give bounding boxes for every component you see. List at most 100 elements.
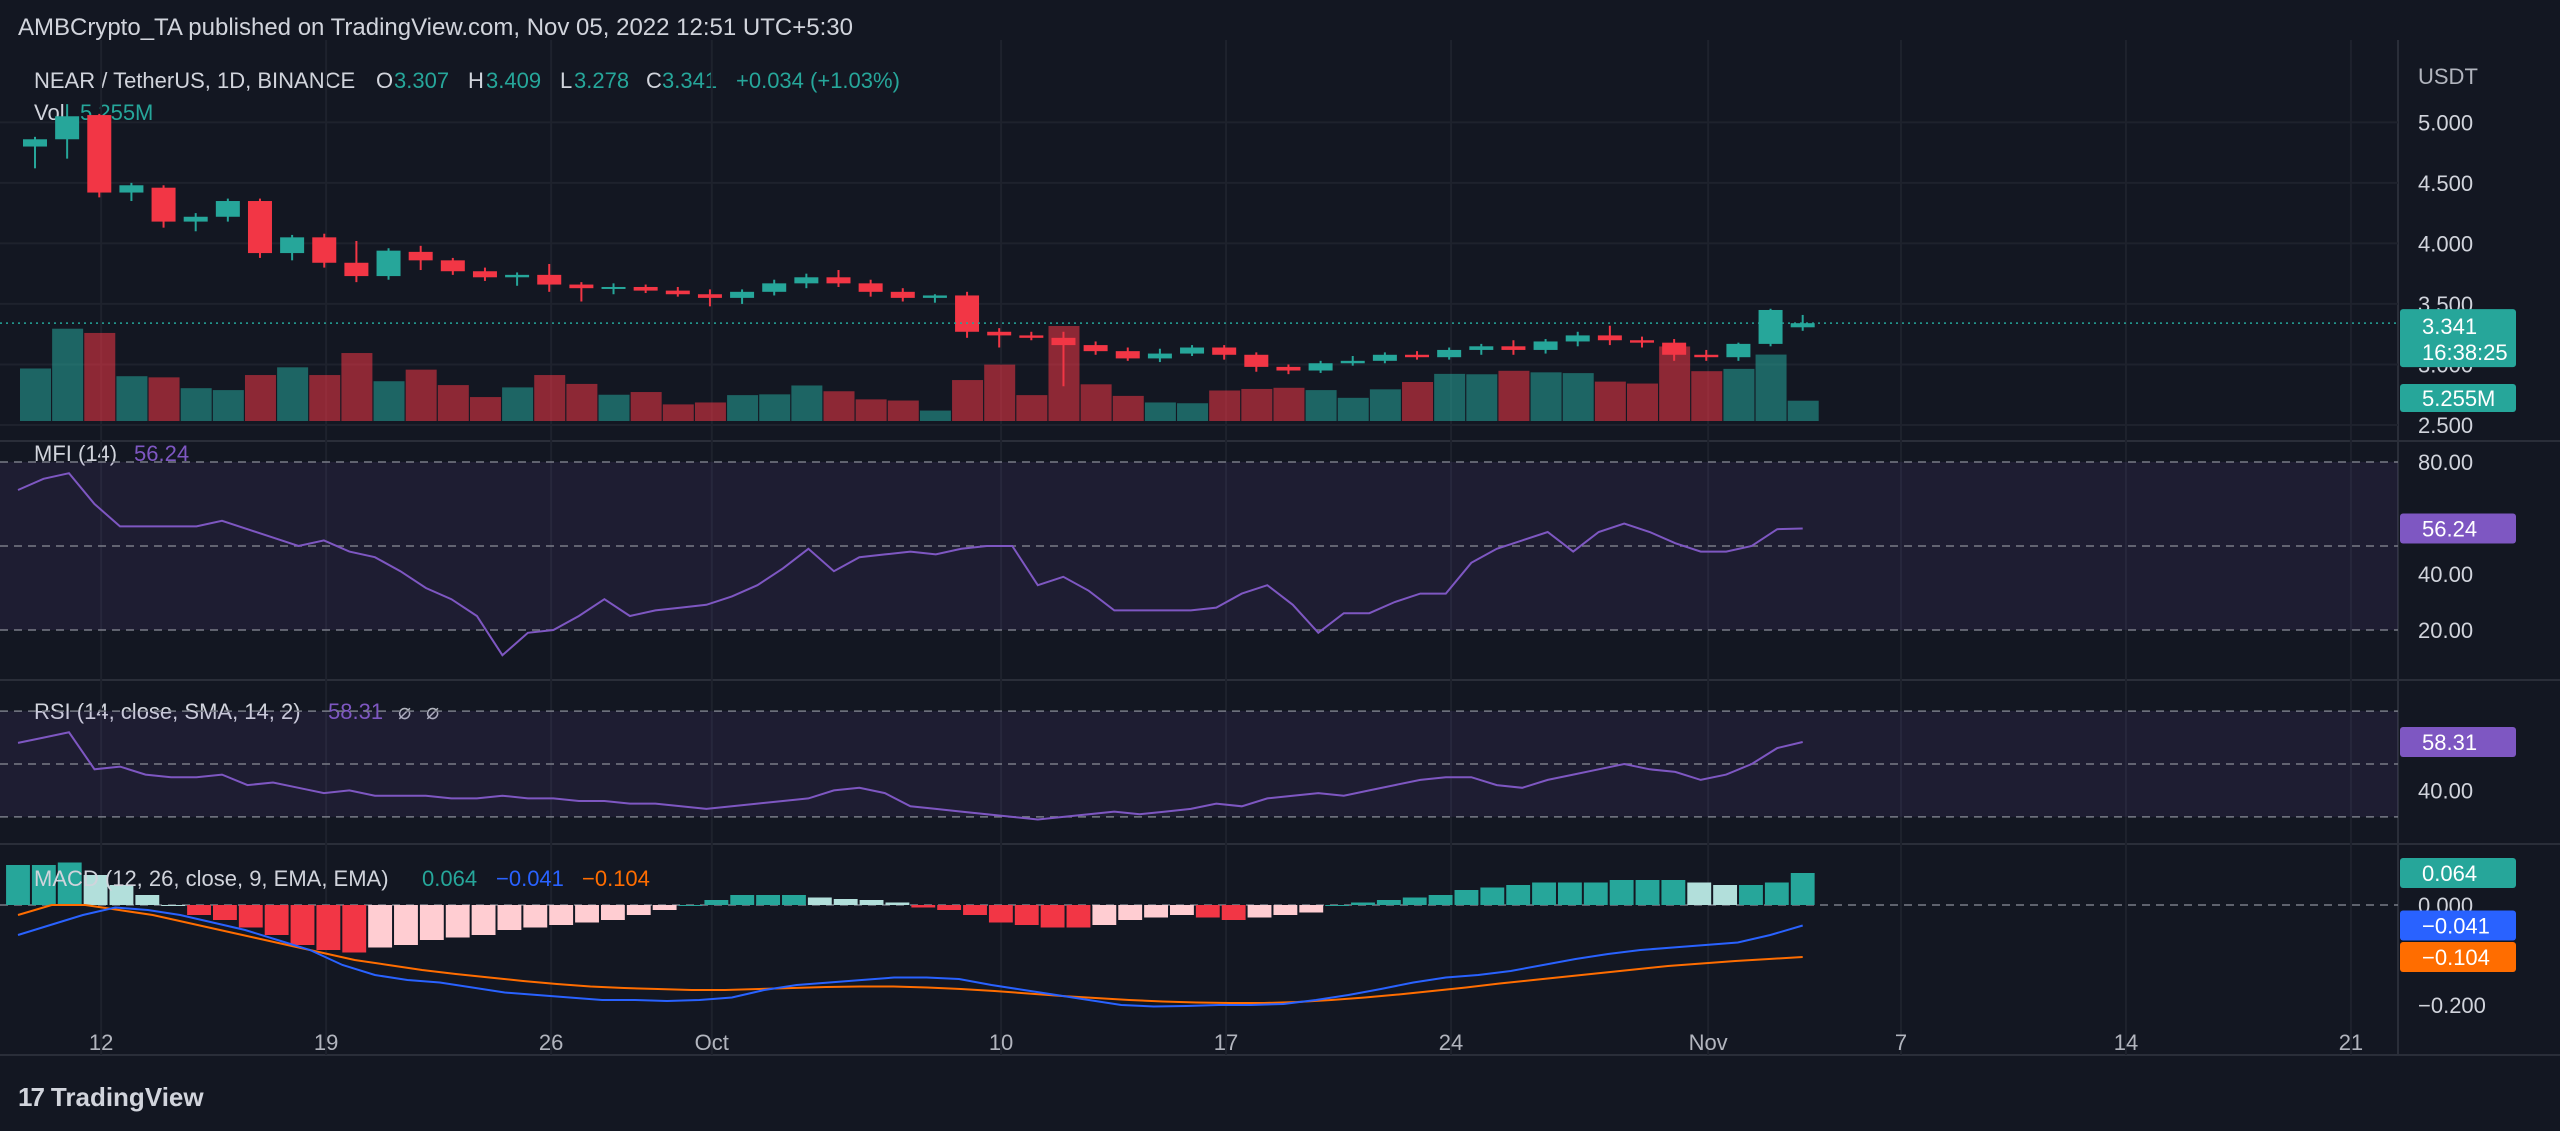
volume-bar bbox=[919, 410, 951, 421]
histogram-bar bbox=[1583, 882, 1608, 905]
volume-bar bbox=[1434, 373, 1466, 421]
hide-icon[interactable]: ⌀ bbox=[426, 699, 439, 724]
candle-body bbox=[1437, 349, 1462, 358]
x-tick-label: 24 bbox=[1439, 1030, 1463, 1055]
last-price-badge[interactable] bbox=[2400, 309, 2516, 368]
indicator-value-badge[interactable] bbox=[2400, 513, 2516, 544]
volume-bar bbox=[84, 332, 116, 421]
candle-body bbox=[87, 115, 112, 193]
macd-value-badge[interactable] bbox=[2400, 942, 2516, 972]
x-tick-label: 21 bbox=[2339, 1030, 2363, 1055]
y-tick-label: 40.00 bbox=[2418, 778, 2473, 803]
candle-body bbox=[1115, 351, 1140, 359]
candle-body bbox=[505, 274, 530, 278]
x-tick-label: 10 bbox=[989, 1030, 1013, 1055]
symbol-label[interactable]: NEAR / TetherUS, 1D, BINANCE bbox=[34, 68, 355, 93]
volume-bar bbox=[341, 353, 373, 421]
open-value: 3.307 bbox=[394, 68, 449, 93]
volume-bar bbox=[116, 376, 148, 421]
histogram-bar bbox=[678, 905, 703, 906]
volume-bar bbox=[1627, 383, 1658, 421]
volume-bar bbox=[984, 364, 1016, 421]
signal-legend-value: −0.041 bbox=[496, 866, 564, 891]
candle-body bbox=[1019, 335, 1044, 338]
indicator-band bbox=[0, 462, 2398, 630]
candle-body bbox=[1533, 341, 1558, 350]
open-label: O bbox=[376, 68, 393, 93]
volume-bar bbox=[1080, 384, 1112, 421]
candle-body bbox=[408, 251, 433, 261]
volume-bar bbox=[759, 394, 791, 421]
volume-badge[interactable] bbox=[2400, 384, 2516, 412]
histogram-bar bbox=[988, 905, 1013, 923]
histogram-bar bbox=[1790, 873, 1815, 905]
histogram-bar bbox=[1247, 905, 1272, 918]
histogram-bar bbox=[1532, 882, 1556, 905]
volume-bar bbox=[469, 397, 501, 421]
last-price-label: 3.341 bbox=[2422, 314, 2477, 339]
volume-bar bbox=[566, 383, 598, 421]
candle-body bbox=[344, 262, 369, 277]
macd-value-label: −0.104 bbox=[2422, 945, 2490, 970]
histogram-bar bbox=[730, 895, 755, 905]
volume-bar bbox=[1530, 372, 1562, 421]
histogram-bar bbox=[57, 862, 82, 905]
volume-bar bbox=[20, 368, 51, 421]
candle-body bbox=[1308, 363, 1333, 371]
candle-body bbox=[730, 291, 755, 298]
candle-body bbox=[955, 295, 980, 332]
hide-icon[interactable]: ⌀ bbox=[398, 699, 411, 724]
volume-bar bbox=[1723, 368, 1755, 421]
volume-bar bbox=[630, 392, 662, 421]
candle-body bbox=[1051, 337, 1076, 346]
candle-body bbox=[1244, 354, 1269, 367]
histogram-bar bbox=[549, 905, 574, 925]
macd-value-badge[interactable] bbox=[2400, 858, 2516, 888]
candle-body bbox=[890, 291, 915, 298]
candle-body bbox=[1340, 360, 1365, 364]
macd-value-label: −0.041 bbox=[2422, 914, 2490, 939]
y-tick-label: 2.500 bbox=[2418, 413, 2473, 438]
histogram-bar bbox=[31, 865, 56, 905]
volume-bar bbox=[1562, 373, 1594, 421]
volume-bar bbox=[534, 375, 566, 421]
tradingview-logo[interactable]: 17 TradingView bbox=[18, 1082, 204, 1113]
x-tick-label: 14 bbox=[2114, 1030, 2138, 1055]
histogram-bar bbox=[1144, 905, 1169, 918]
histogram-bar bbox=[1351, 902, 1375, 905]
histogram-bar bbox=[212, 905, 237, 920]
volume-badge-label: 5.255M bbox=[2422, 386, 2495, 411]
candle-body bbox=[280, 237, 305, 254]
volume-bar bbox=[1177, 403, 1209, 421]
histogram-bar bbox=[1687, 882, 1712, 905]
indicator-value-badge[interactable] bbox=[2400, 727, 2516, 758]
indicator-line[interactable] bbox=[17, 472, 1803, 657]
volume-bar bbox=[148, 377, 180, 421]
indicator-value-label: 58.31 bbox=[2422, 730, 2477, 755]
signal-line[interactable] bbox=[17, 904, 1803, 1004]
histogram-bar bbox=[6, 865, 30, 905]
histogram-bar bbox=[1661, 880, 1686, 905]
macd-value-badge[interactable] bbox=[2400, 910, 2516, 941]
histogram-bar bbox=[1376, 900, 1401, 905]
hist-legend-value: −0.104 bbox=[582, 866, 650, 891]
indicator-line[interactable] bbox=[17, 731, 1803, 821]
volume-bar bbox=[1144, 402, 1176, 421]
volume-bar bbox=[1498, 370, 1530, 421]
volume-bar bbox=[1402, 381, 1434, 421]
indicator-band bbox=[0, 711, 2398, 817]
volume-bar bbox=[887, 400, 919, 421]
x-tick-label: 26 bbox=[539, 1030, 563, 1055]
histogram-bar bbox=[859, 900, 884, 905]
candle-body bbox=[1790, 323, 1815, 328]
histogram-bar bbox=[756, 895, 781, 905]
volume-bar bbox=[373, 381, 405, 421]
histogram-bar bbox=[937, 905, 962, 910]
histogram-bar bbox=[600, 905, 625, 920]
macd-line[interactable] bbox=[17, 906, 1803, 1008]
macd-title[interactable]: MACD (12, 26, close, 9, EMA, EMA) bbox=[34, 866, 389, 891]
published-header: AMBCrypto_TA published on TradingView.co… bbox=[18, 14, 853, 41]
candle-body bbox=[55, 116, 80, 140]
x-tick-label: 17 bbox=[1214, 1030, 1238, 1055]
